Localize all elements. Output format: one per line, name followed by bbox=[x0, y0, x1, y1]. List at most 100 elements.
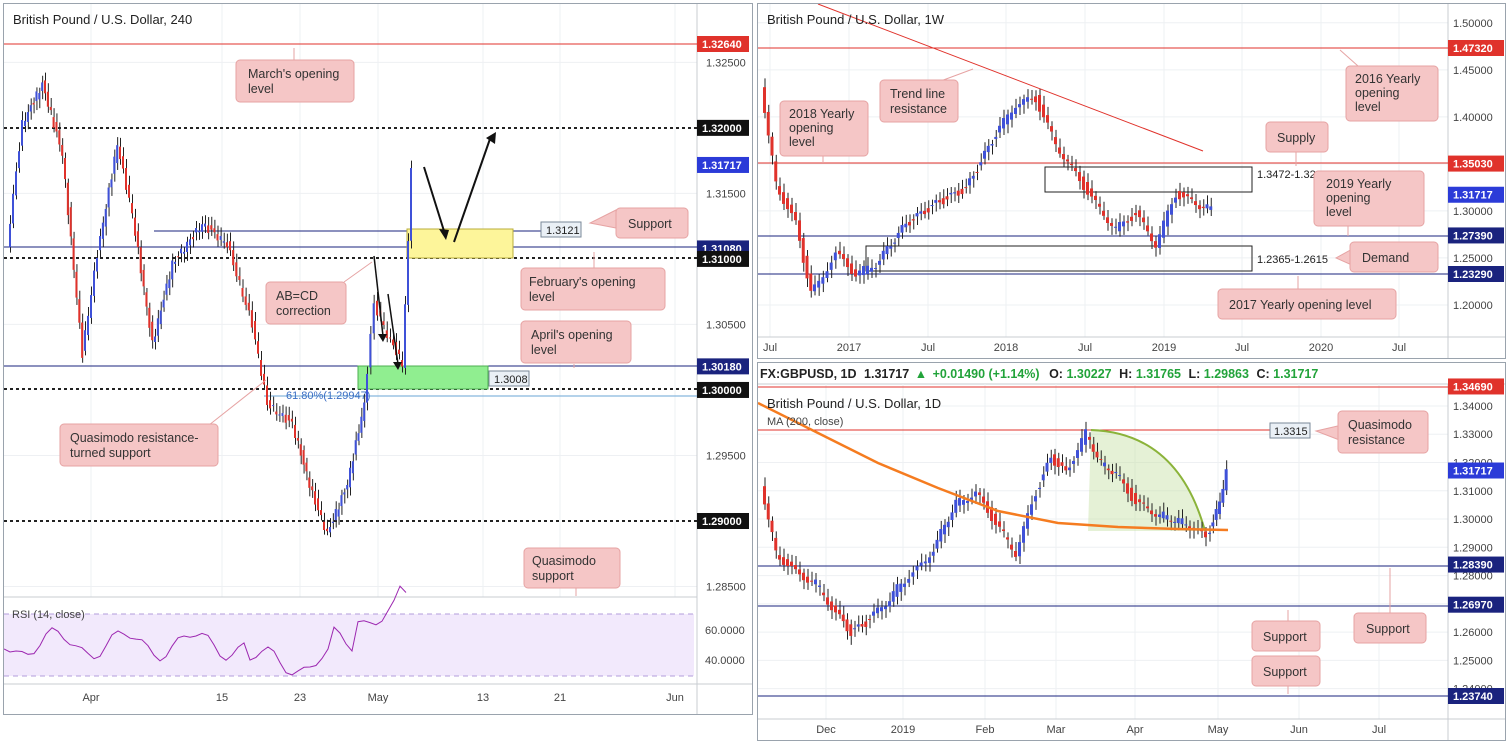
candle-body bbox=[46, 91, 49, 107]
candle-body bbox=[1034, 96, 1037, 103]
svg-text:opening: opening bbox=[1355, 86, 1400, 100]
time-tick-label: 2019 bbox=[1152, 342, 1176, 354]
rsi-line bbox=[4, 585, 407, 676]
candle-body bbox=[1014, 107, 1017, 114]
rsi-tick-60: 60.0000 bbox=[705, 625, 745, 637]
candle-body bbox=[116, 145, 119, 164]
svg-text:level: level bbox=[1355, 100, 1381, 114]
candle-body bbox=[1060, 462, 1064, 466]
candle-body bbox=[401, 360, 403, 367]
candle-body bbox=[254, 320, 256, 340]
support-zone-green bbox=[357, 365, 489, 390]
candle-body bbox=[225, 242, 228, 248]
candle-body bbox=[142, 269, 145, 287]
zone-label-1-3121-box bbox=[540, 221, 582, 238]
candle-body bbox=[1062, 153, 1065, 160]
price-tick-label: 1.30000 bbox=[1453, 514, 1493, 526]
candle-body bbox=[821, 277, 825, 284]
candle-body bbox=[69, 207, 72, 237]
candle-body bbox=[1138, 499, 1141, 503]
chart-1w-candles bbox=[763, 78, 1213, 298]
candle-body bbox=[93, 270, 95, 296]
candle-body bbox=[1198, 205, 1201, 210]
candle-body bbox=[1208, 532, 1211, 535]
candle-body bbox=[770, 520, 774, 533]
candle-body bbox=[938, 200, 941, 203]
candle-body bbox=[18, 151, 20, 169]
price-tag: 1.29000 bbox=[697, 513, 749, 529]
price-tag: 1.28390 bbox=[1448, 556, 1504, 573]
candle-body bbox=[1118, 222, 1121, 232]
candle-body bbox=[1134, 493, 1137, 505]
candle-body bbox=[1194, 201, 1197, 206]
arrow-down-head-icon bbox=[439, 229, 449, 240]
candle-body bbox=[817, 280, 821, 288]
support-callout-2: Support bbox=[1353, 568, 1427, 644]
support-callout-3: Support bbox=[1251, 655, 1321, 694]
candle-body bbox=[376, 300, 378, 316]
candle-body bbox=[294, 424, 296, 438]
svg-text:Supply: Supply bbox=[1277, 131, 1316, 145]
chart-1d: FX:GBPUSD, 1D 1.31717 ▲ +0.01490 (+1.14%… bbox=[758, 367, 1505, 740]
candle-body bbox=[1086, 182, 1089, 195]
candle-body bbox=[864, 621, 868, 627]
price-tag-text: 1.28390 bbox=[1453, 560, 1493, 572]
arrow-up-head-icon bbox=[486, 132, 496, 144]
svg-text:resistance: resistance bbox=[890, 102, 947, 116]
price-tag-bg bbox=[697, 119, 749, 136]
price-tag: 1.23290 bbox=[1448, 266, 1504, 282]
candle-body bbox=[1045, 462, 1049, 472]
candle-body bbox=[177, 256, 179, 258]
march-opening-level-callout: March's opening level bbox=[235, 48, 355, 103]
level-2018-callout: 2018 Yearly opening level bbox=[779, 100, 869, 163]
candle-body bbox=[331, 521, 334, 524]
trend-line-resistance bbox=[817, 4, 1204, 152]
candle-body bbox=[926, 208, 930, 213]
chart-1w-time-ticks: Jul 2017 Jul 2018 Jul 2019 Jul 2020 Jul bbox=[763, 342, 1406, 354]
candle-body bbox=[1068, 467, 1071, 471]
candle-body bbox=[119, 146, 121, 160]
candle-body bbox=[1126, 483, 1129, 494]
candle-body bbox=[1080, 438, 1083, 452]
candle-body bbox=[946, 521, 950, 528]
candle-body bbox=[899, 583, 903, 592]
candle-body bbox=[990, 144, 994, 146]
candle-body bbox=[78, 299, 81, 323]
svg-text:February's opening: February's opening bbox=[529, 275, 636, 289]
candle-body bbox=[168, 279, 171, 289]
candle-body bbox=[238, 276, 241, 281]
candle-body bbox=[782, 557, 785, 565]
candle-body bbox=[1201, 206, 1205, 209]
candle-body bbox=[1170, 204, 1173, 215]
candle-body bbox=[1142, 217, 1145, 223]
arc-curve bbox=[1090, 429, 1206, 532]
candle-body bbox=[1162, 220, 1165, 238]
price-tick-label: 1.25000 bbox=[1453, 655, 1493, 667]
price-tag-text: 1.29000 bbox=[702, 516, 742, 528]
price-tick-label: 1.31000 bbox=[1453, 486, 1493, 498]
candle-body bbox=[1204, 531, 1207, 538]
quasimodo-resistance-1d-callout: Quasimodo resistance bbox=[1314, 410, 1429, 454]
candle-body bbox=[774, 537, 778, 551]
candle-body bbox=[826, 597, 829, 605]
price-tag-text: 1.26970 bbox=[1453, 600, 1493, 612]
candle-body bbox=[998, 125, 1001, 133]
candle-body bbox=[101, 222, 104, 239]
price-tag-bg bbox=[1448, 462, 1504, 479]
price-tick-label: 1.20000 bbox=[1453, 300, 1493, 312]
low-value: 1.29863 bbox=[1204, 367, 1249, 381]
candle-body bbox=[908, 221, 911, 226]
price-tag-bg bbox=[1448, 266, 1504, 282]
ma-label: MA (200, close) bbox=[767, 416, 843, 428]
chart-1d-candles bbox=[763, 421, 1228, 645]
candle-body bbox=[392, 339, 394, 346]
candle-body bbox=[180, 248, 182, 254]
candle-body bbox=[786, 198, 789, 210]
candle-body bbox=[183, 251, 185, 254]
time-tick-label: Jul bbox=[1372, 724, 1386, 736]
candle-body bbox=[778, 186, 781, 195]
candle-body bbox=[907, 578, 911, 583]
candle-body bbox=[970, 497, 973, 501]
open-value: 1.30227 bbox=[1066, 367, 1111, 381]
candle-body bbox=[58, 130, 61, 145]
